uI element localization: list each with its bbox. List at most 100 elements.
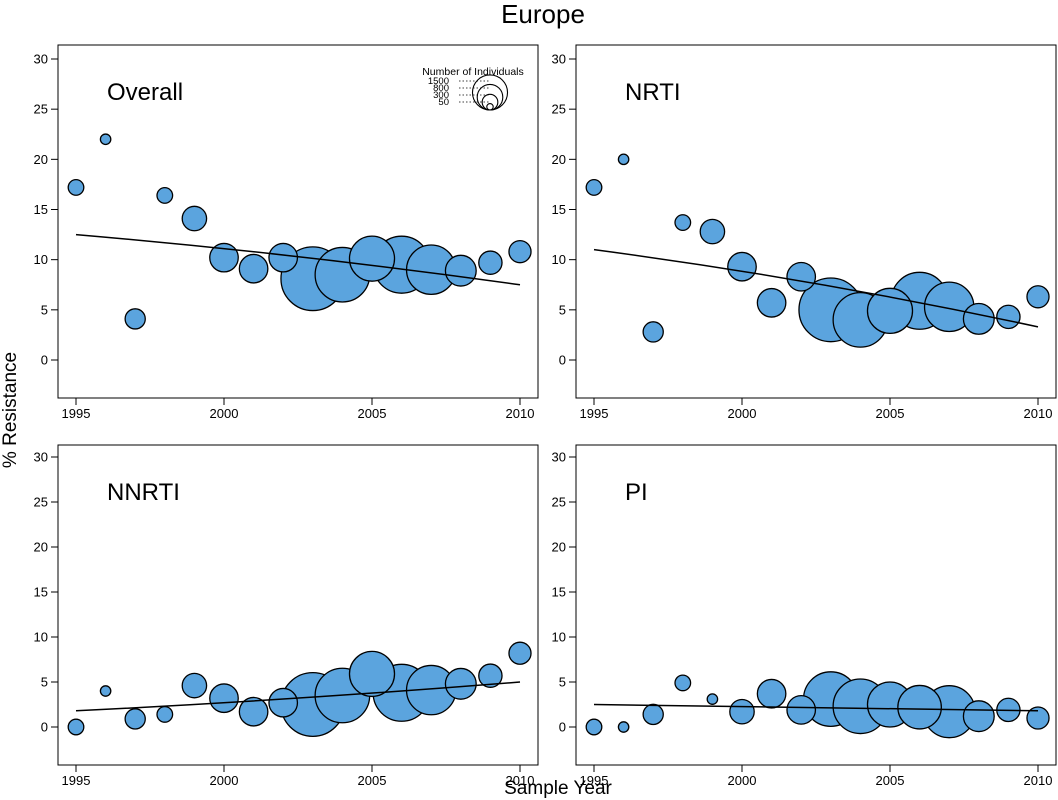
data-point bbox=[67, 718, 85, 736]
data-point bbox=[99, 133, 112, 146]
x-tick-label: 2005 bbox=[358, 406, 387, 421]
y-tick-label: 25 bbox=[34, 495, 48, 510]
legend-size-label: 300 bbox=[433, 90, 449, 101]
panel-3: 0 5 10 15 20 25 30 1995 2000 2005 2010 NNRTI bbox=[34, 444, 539, 788]
plot-frame bbox=[57, 444, 539, 766]
data-point bbox=[478, 250, 503, 275]
panel-label: PI bbox=[625, 479, 648, 506]
data-point bbox=[478, 663, 503, 688]
data-point bbox=[674, 214, 692, 231]
y-tick-label: 25 bbox=[34, 102, 48, 117]
y-tick-label: 30 bbox=[552, 52, 566, 67]
x-tick-label: 2010 bbox=[1024, 773, 1053, 788]
y-tick-label: 0 bbox=[559, 720, 566, 735]
data-point bbox=[348, 650, 396, 698]
x-tick-label: 1995 bbox=[580, 406, 609, 421]
y-tick-label: 0 bbox=[41, 353, 48, 368]
y-tick-label: 10 bbox=[552, 252, 566, 267]
y-tick-label: 10 bbox=[552, 630, 566, 645]
legend-title: Number of Individuals bbox=[422, 66, 524, 78]
y-tick-label: 20 bbox=[34, 152, 48, 167]
y-tick-label: 5 bbox=[41, 302, 48, 317]
data-point bbox=[268, 687, 299, 718]
trend-line bbox=[75, 681, 521, 712]
y-tick-label: 0 bbox=[559, 353, 566, 368]
y-tick-label: 15 bbox=[552, 585, 566, 600]
data-point bbox=[156, 705, 174, 723]
y-tick-label: 5 bbox=[41, 675, 48, 690]
x-tick-label: 1995 bbox=[580, 773, 609, 788]
x-tick-label: 2010 bbox=[1024, 406, 1053, 421]
x-tick-label: 2000 bbox=[210, 773, 239, 788]
main-title: Europe bbox=[501, 0, 585, 29]
data-point bbox=[1026, 285, 1050, 309]
plot-frame bbox=[575, 44, 1057, 399]
panel-1: 0 5 10 15 20 25 30 1995 2000 2005 2010 Overall Numbe… bbox=[34, 44, 539, 421]
x-tick-label: 2005 bbox=[358, 773, 387, 788]
data-point bbox=[348, 235, 396, 282]
data-point bbox=[585, 178, 603, 196]
data-point bbox=[786, 261, 817, 292]
data-point bbox=[617, 721, 630, 733]
legend-size-label: 50 bbox=[438, 97, 449, 108]
data-point bbox=[756, 287, 787, 318]
y-axis-title: % Resistance bbox=[0, 352, 21, 468]
plot-frame bbox=[575, 444, 1057, 766]
data-point bbox=[962, 700, 995, 733]
legend-size-label: 800 bbox=[433, 83, 449, 94]
data-point bbox=[727, 251, 757, 282]
data-point bbox=[585, 718, 603, 736]
data-point bbox=[238, 696, 269, 727]
data-point bbox=[99, 685, 112, 697]
data-point bbox=[642, 321, 664, 343]
x-tick-label: 2005 bbox=[876, 773, 905, 788]
data-point bbox=[444, 667, 477, 700]
y-tick-label: 10 bbox=[34, 252, 48, 267]
y-tick-label: 30 bbox=[552, 450, 566, 465]
data-point bbox=[1026, 706, 1050, 730]
data-point bbox=[238, 253, 269, 284]
plot-frame bbox=[57, 44, 539, 399]
data-point bbox=[124, 708, 146, 730]
data-point bbox=[786, 695, 817, 725]
x-tick-label: 1995 bbox=[62, 773, 91, 788]
y-tick-label: 5 bbox=[559, 302, 566, 317]
data-point bbox=[674, 674, 692, 692]
y-tick-label: 20 bbox=[552, 540, 566, 555]
x-tick-label: 2010 bbox=[506, 773, 535, 788]
panel-label: NRTI bbox=[625, 79, 681, 106]
x-tick-label: 2005 bbox=[876, 406, 905, 421]
panel-4: 0 5 10 15 20 25 30 1995 2000 2005 2010 PI bbox=[552, 444, 1057, 788]
data-point bbox=[962, 302, 995, 335]
x-axis-title: Sample Year bbox=[504, 778, 612, 799]
x-tick-label: 2010 bbox=[506, 406, 535, 421]
y-tick-label: 15 bbox=[552, 202, 566, 217]
y-tick-label: 30 bbox=[34, 450, 48, 465]
y-tick-label: 25 bbox=[552, 102, 566, 117]
data-point bbox=[617, 153, 630, 166]
data-point bbox=[996, 304, 1021, 330]
panel-label: Overall bbox=[107, 79, 183, 106]
data-point bbox=[706, 693, 719, 705]
data-point bbox=[642, 703, 664, 726]
data-point bbox=[209, 683, 239, 714]
panel-label: NNRTI bbox=[107, 479, 180, 506]
y-tick-label: 30 bbox=[34, 52, 48, 67]
data-point bbox=[156, 187, 174, 204]
y-tick-label: 10 bbox=[34, 630, 48, 645]
y-tick-label: 20 bbox=[34, 540, 48, 555]
data-point bbox=[897, 684, 943, 730]
y-tick-label: 25 bbox=[552, 495, 566, 510]
legend-circle bbox=[486, 103, 494, 111]
trend-line bbox=[75, 233, 521, 286]
data-point bbox=[268, 242, 299, 273]
data-point bbox=[181, 205, 208, 232]
y-tick-label: 20 bbox=[552, 152, 566, 167]
trend-line bbox=[593, 248, 1039, 328]
data-point bbox=[181, 672, 208, 699]
x-tick-label: 2000 bbox=[728, 406, 757, 421]
y-tick-label: 15 bbox=[34, 585, 48, 600]
